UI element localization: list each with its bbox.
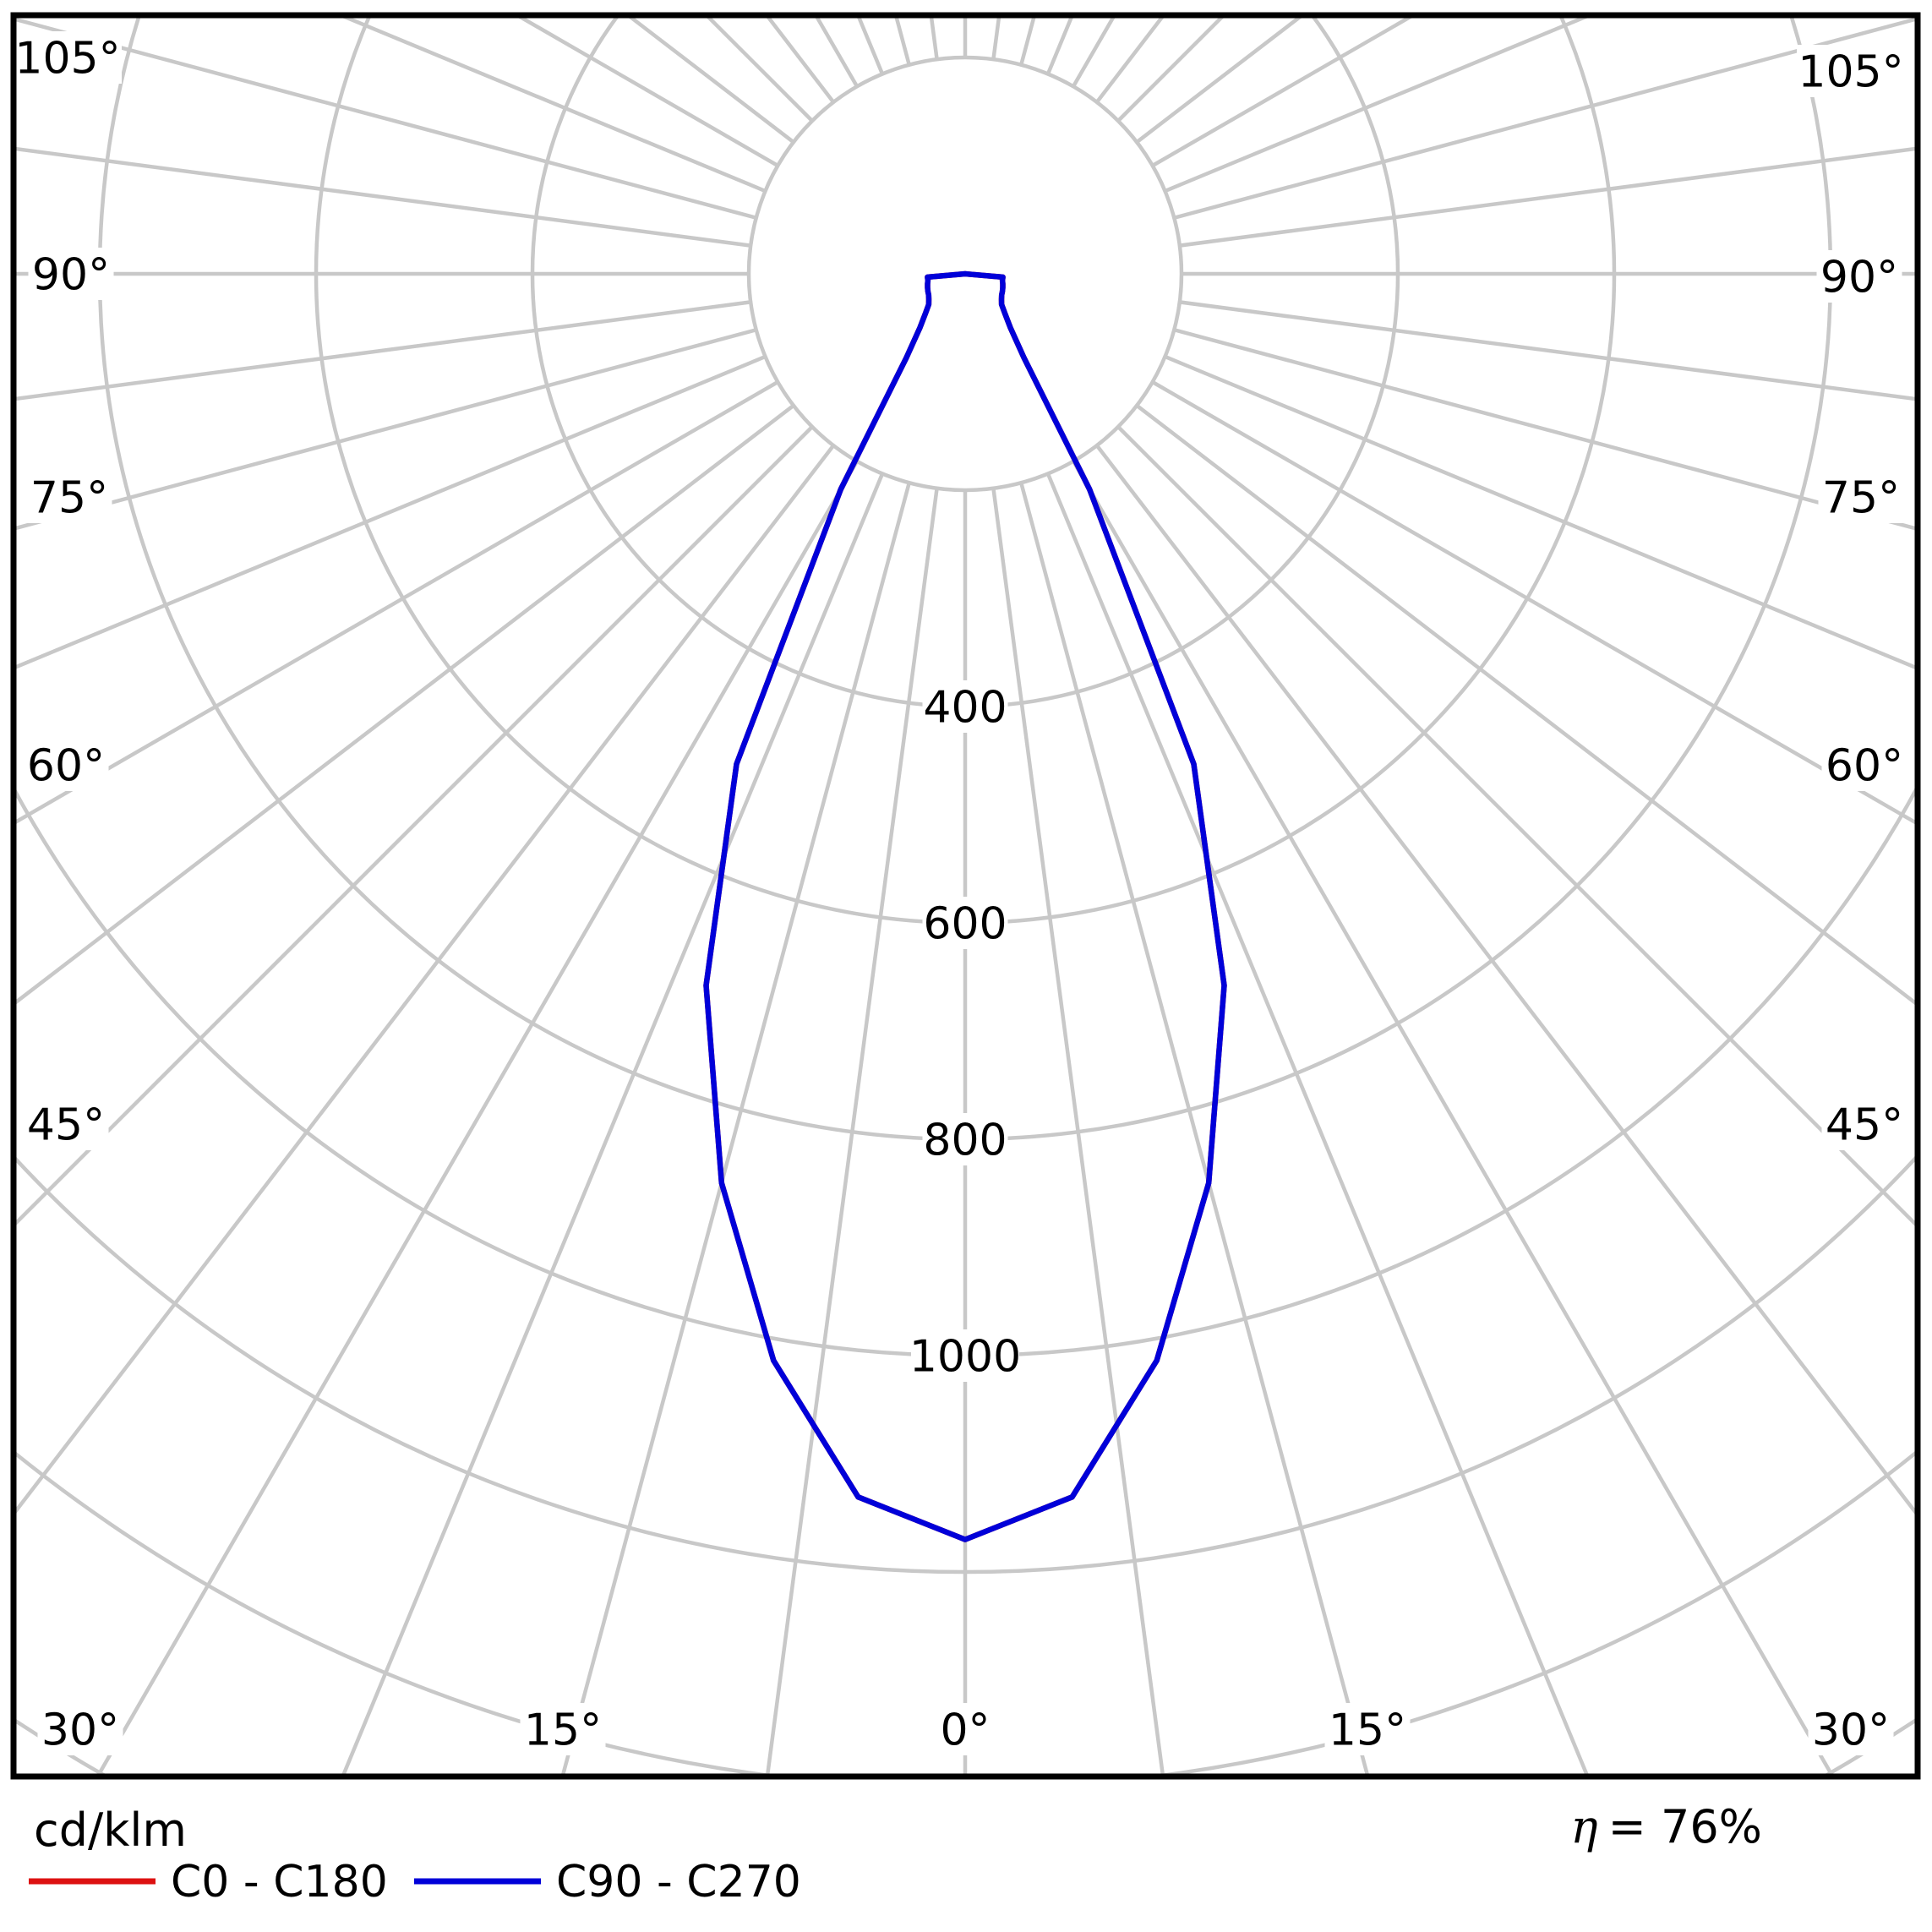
grid-radial-line bbox=[1019, 482, 1370, 1776]
grid-radial-line bbox=[1164, 15, 1595, 194]
angle-label-right: 105° bbox=[1798, 47, 1903, 98]
radial-value-label: 800 bbox=[923, 1116, 1007, 1166]
angle-label-left: 30° bbox=[41, 1706, 119, 1756]
angle-label-right: 30° bbox=[1812, 1706, 1890, 1756]
angle-label-left: 90° bbox=[32, 250, 110, 301]
legend-label-c90-c270: C90 - C270 bbox=[556, 1857, 801, 1907]
grid-radial-line bbox=[1151, 380, 1918, 827]
grid-radial-line bbox=[1116, 425, 1918, 1230]
angle-label-bottom-bg bbox=[520, 1703, 606, 1755]
grid-radial-line bbox=[1045, 15, 1075, 75]
angle-label-right: 75° bbox=[1822, 473, 1900, 524]
units-label: cd/klm bbox=[34, 1804, 187, 1857]
angle-label-bottom-bg bbox=[934, 1703, 996, 1755]
grid-radial-line bbox=[991, 488, 1165, 1776]
grid-radial-line bbox=[1095, 444, 1918, 1519]
angle-label-left-bg bbox=[14, 31, 122, 84]
grid-radial-line bbox=[14, 404, 795, 1007]
grid-radial-line bbox=[14, 425, 814, 1229]
radial-value-label-bg bbox=[922, 680, 1008, 733]
angle-label-bottom: 15° bbox=[524, 1706, 602, 1756]
angle-label-left: 105° bbox=[14, 34, 120, 85]
angle-label-bottom: 0° bbox=[940, 1706, 990, 1756]
angle-label-left-bg bbox=[23, 1098, 109, 1150]
grid-radial-line bbox=[1179, 300, 1918, 401]
grid-radial-line bbox=[14, 354, 767, 670]
grid-radial-line bbox=[1179, 146, 1918, 248]
grid-radial-line bbox=[1173, 328, 1918, 532]
grid-radial-line bbox=[14, 16, 757, 220]
grid-radial-line bbox=[14, 328, 757, 532]
angle-label-right-bg bbox=[1808, 1703, 1894, 1755]
radial-value-label-bg bbox=[922, 1113, 1008, 1165]
angle-label-right: 60° bbox=[1826, 741, 1903, 792]
grid-radial-line bbox=[1072, 460, 1836, 1776]
angle-label-right-bg bbox=[1821, 739, 1907, 791]
angle-label-bottom-bg bbox=[1324, 1703, 1411, 1755]
grid-labels: 400 600 800 1000 105° 90° 75° 60° 45° 30° 105° 90° 7… bbox=[14, 31, 1907, 1756]
radial-value-label: 400 bbox=[923, 683, 1007, 734]
angle-label-left-bg bbox=[26, 471, 112, 523]
legend-label-c0-c180: C0 - C180 bbox=[171, 1857, 388, 1907]
radial-value-label: 1000 bbox=[909, 1332, 1021, 1383]
plot-border bbox=[10, 12, 1921, 1780]
grid-radial-line bbox=[95, 460, 859, 1776]
angle-label-right: 90° bbox=[1820, 253, 1898, 303]
grid-radial-line bbox=[14, 300, 751, 401]
angle-label-left-bg bbox=[23, 739, 109, 791]
grid-radial-line bbox=[336, 15, 767, 194]
grid-radial-line bbox=[1135, 404, 1918, 1007]
grid-radial-line bbox=[1164, 354, 1918, 671]
efficiency-value: = 76% bbox=[1608, 1800, 1762, 1853]
intensity-curve-c90-c270 bbox=[703, 270, 1227, 1542]
grid-radial-line bbox=[14, 444, 835, 1518]
efficiency-text: η = 76% bbox=[1570, 1800, 1762, 1853]
legend: C0 - C180 C90 - C270 bbox=[29, 1857, 801, 1907]
angle-label-left: 60° bbox=[27, 741, 105, 792]
grid-radial-line bbox=[560, 482, 911, 1776]
efficiency-symbol: η bbox=[1570, 1800, 1597, 1853]
grid-radial-line bbox=[14, 380, 779, 826]
grid-radial-line bbox=[765, 488, 939, 1776]
grid-radial-line bbox=[1045, 472, 1590, 1776]
grid-radial-line bbox=[855, 15, 885, 75]
radial-value-label: 600 bbox=[923, 899, 1007, 950]
angle-label-left-bg bbox=[28, 248, 114, 300]
angle-label-bottom: 15° bbox=[1329, 1706, 1406, 1756]
grid-radial-line bbox=[14, 146, 751, 248]
grid-radial-line bbox=[341, 472, 885, 1776]
grid-radial-line bbox=[1173, 16, 1918, 220]
radial-value-label-bg bbox=[911, 1329, 1019, 1382]
radial-value-label-bg bbox=[922, 897, 1008, 949]
angle-label-left-bg bbox=[37, 1703, 123, 1755]
angle-label-right: 45° bbox=[1826, 1100, 1903, 1151]
angle-label-right-bg bbox=[1821, 1098, 1907, 1150]
angle-label-left: 45° bbox=[27, 1100, 105, 1151]
angle-label-left: 75° bbox=[30, 473, 108, 524]
angle-label-right-bg bbox=[1816, 250, 1902, 303]
angle-label-right-bg bbox=[1818, 471, 1904, 523]
angle-label-right-bg bbox=[1797, 45, 1905, 97]
intensity-curves bbox=[703, 270, 1227, 1542]
